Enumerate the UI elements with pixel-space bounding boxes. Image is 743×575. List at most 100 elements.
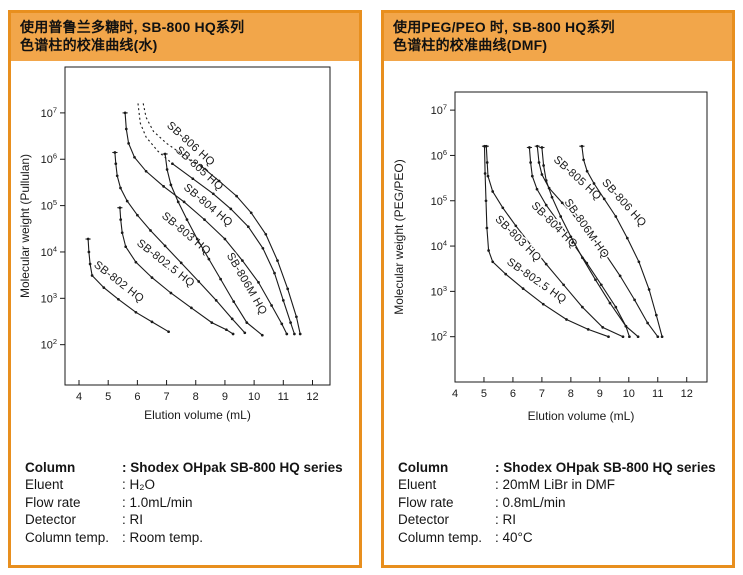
data-point [483,172,487,175]
spec-row-flow-rate: Flow rate : 1.0mL/min [25,494,351,511]
curve-sb-805-hq [536,146,659,338]
data-point [557,221,561,225]
x-tick-label: 12 [681,388,693,400]
curve-sb-803-hq [114,152,246,334]
spec-table: Column : Shodex OHpak SB-800 HQ series E… [398,459,724,546]
spec-row-detector: Detector : RI [25,511,351,528]
data-point [119,186,122,190]
data-point [592,182,596,185]
data-point [90,274,94,277]
data-point [281,299,285,302]
y-tick-label: 102 [41,337,57,352]
data-point [133,155,136,159]
data-point [487,249,490,252]
spec-table: Column : Shodex OHpak SB-800 HQ series E… [25,459,351,546]
data-point [229,207,233,211]
data-point [540,173,544,176]
data-point [136,213,139,217]
x-tick-label: 9 [597,388,603,400]
data-point [544,179,548,182]
data-point [203,218,206,221]
data-point [241,259,244,262]
data-point [618,274,622,278]
data-point [280,322,284,326]
spec-value-column-temp: : Room temp. [122,529,204,545]
data-point [614,215,618,218]
data-point [191,177,195,181]
data-point [169,183,173,187]
data-point [621,335,625,339]
panel-title-line1: 使用PEG/PEO 时, SB-800 HQ系列 [393,19,615,35]
spec-label-flow-rate: Flow rate [25,494,81,510]
data-point [232,300,236,303]
data-point [484,199,488,203]
x-tick-label: 8 [568,388,574,400]
y-axis-title: Molecular weight (PEG/PEO) [392,159,406,314]
x-tick-label: 6 [510,388,516,400]
data-point [569,235,573,239]
y-tick-label: 105 [41,198,57,213]
data-point [200,165,203,168]
data-point [276,259,279,262]
data-point [87,250,91,254]
spec-row-detector: Detector : RI [398,511,724,528]
data-point [117,297,120,301]
data-point [162,185,165,188]
spec-label-column-temp: Column temp. [398,529,483,545]
curve-label-sb-806m-hq: SB-806M HQ [562,197,612,261]
curve-label-sb-803-hq: SB-803 HQ [492,213,543,264]
y-tick-label: 107 [41,105,57,120]
data-point [119,218,123,221]
data-point [594,278,597,282]
data-point [514,224,518,228]
data-point [293,332,296,336]
data-point [150,320,154,324]
x-tick-label: 10 [248,391,260,403]
data-point [647,288,651,291]
data-point [88,262,92,266]
spec-row-column: Column : Shodex OHpak SB-800 HQ series [398,459,724,476]
spec-value-flow-rate: : 1.0mL/min [122,494,193,510]
curve-label-sb-805-hq: SB-805 HQ [551,154,604,203]
data-point [115,174,119,178]
spec-row-flow-rate: Flow rate : 0.8mL/min [398,494,724,511]
spec-value-eluent: : H₂O [122,477,155,493]
x-tick-label: 6 [134,391,140,403]
data-point [246,225,250,229]
data-point [491,260,495,264]
spec-label-eluent: Eluent [398,477,437,493]
data-point [656,335,660,339]
panel-title-line1: 使用普鲁兰多糖时, SB-800 HQ系列 [20,19,245,35]
data-point [182,200,186,204]
spec-label-eluent: Eluent [25,477,64,493]
data-point [528,242,532,246]
data-point [260,333,264,337]
data-point [134,310,138,314]
data-point [614,305,618,309]
data-point [257,281,260,284]
calibration-chart-water: 107 106 105 104 103 102 4 5 6 7 8 9 10 11 12 Elution vo… [18,66,331,422]
y-tick-label: 103 [41,291,57,306]
spec-value-eluent: : 20mM LiBr in DMF [495,477,616,493]
data-point [230,317,234,321]
spec-label-column: Column [25,460,76,475]
spec-row-eluent: Eluent : 20mM LiBr in DMF [398,476,724,493]
data-point [608,301,612,305]
spec-value-column-temp: : 40°C [495,529,533,545]
data-point [550,195,554,199]
data-point [285,332,289,336]
spec-value-detector: : RI [122,512,144,528]
data-point [171,162,174,166]
data-point [637,260,641,264]
data-point [270,304,273,307]
data-point [235,194,238,198]
y-tick-label: 105 [431,193,447,208]
data-point [124,245,128,249]
data-point [127,142,130,145]
data-point [485,161,489,164]
data-point [214,299,218,302]
data-point [102,286,106,289]
curve-sb-804-hq [124,112,288,335]
x-tick-label: 11 [278,391,289,403]
data-point [628,335,631,339]
